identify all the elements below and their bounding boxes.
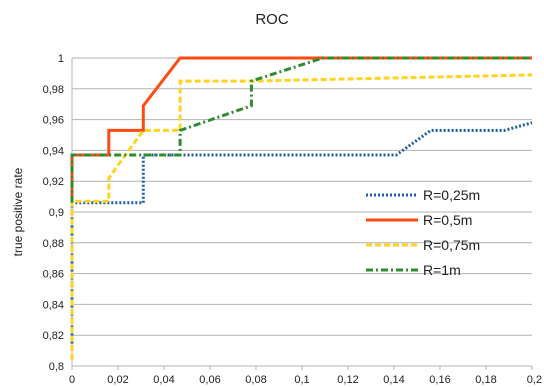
- x-tick-label: 0,2: [527, 374, 542, 386]
- x-tick-label: 0,16: [429, 374, 450, 386]
- y-tick-label: 0,94: [43, 145, 64, 157]
- x-tick-labels: 0 0,02 0,04 0,06 0,08 0,1 0,12 0,14 0,16 0,18 0,2: [69, 374, 542, 386]
- x-tick-label: 0,04: [153, 374, 174, 386]
- y-tick-labels: 0,8 0,82 0,84 0,86 0,88 0,9 0,92 0,94 0,96 0,98 1: [43, 53, 64, 373]
- legend-label: R=0,5m: [423, 212, 472, 228]
- x-tick-label: 0,14: [383, 374, 404, 386]
- series-line: [70, 56, 532, 203]
- legend-label: R=0,75m: [423, 237, 480, 253]
- legend: R=0,25m R=0,5m R=0,75m R=1m: [366, 187, 480, 278]
- legend-label: R=1m: [423, 262, 461, 278]
- series-lines: [70, 56, 533, 360]
- y-tick-label: 0,88: [43, 238, 64, 250]
- x-tick-label: 0,08: [245, 374, 266, 386]
- x-tick-label: 0,1: [294, 374, 309, 386]
- y-axis-label: true positive rate: [11, 167, 25, 256]
- y-tick-label: 0,86: [43, 269, 64, 281]
- series-line: [70, 56, 532, 203]
- series-line: [70, 121, 533, 348]
- y-tick-label: 0,8: [49, 361, 64, 373]
- chart-title: ROC: [255, 11, 289, 28]
- x-tick-label: 0,18: [475, 374, 496, 386]
- y-tick-label: 0,92: [43, 176, 64, 188]
- y-tick-label: 0,84: [43, 299, 64, 311]
- x-tick-label: 0,06: [199, 374, 220, 386]
- y-tick-label: 0,96: [43, 115, 64, 127]
- x-tick-label: 0: [69, 374, 75, 386]
- x-tick-label: 0,12: [337, 374, 358, 386]
- x-tick-label: 0,02: [107, 374, 128, 386]
- y-tick-label: 0,98: [43, 84, 64, 96]
- y-tick-label: 0,9: [49, 207, 64, 219]
- y-tick-label: 1: [58, 53, 64, 65]
- y-tick-label: 0,82: [43, 330, 64, 342]
- legend-label: R=0,25m: [423, 187, 480, 203]
